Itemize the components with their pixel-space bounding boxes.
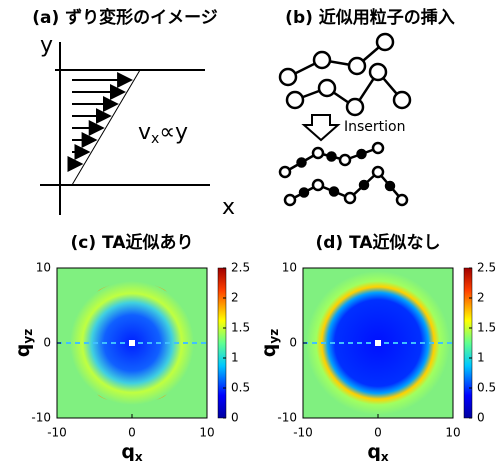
particle (313, 148, 323, 158)
formula: vx∝y (138, 120, 188, 147)
x-axis-label: qx (121, 441, 143, 461)
axis-label: x (222, 195, 235, 220)
x-tick-label: 0 (374, 426, 382, 440)
label-sub: x (381, 450, 389, 461)
panel-title: (b) 近似用粒子の挿入 (285, 7, 455, 28)
particle (349, 58, 365, 74)
label-base: q (367, 441, 381, 461)
particle (319, 80, 335, 96)
heatmap-feature (129, 340, 135, 346)
colorbar-tick-label: 2.5 (231, 261, 250, 275)
particle (373, 167, 383, 177)
down-arrow (304, 115, 338, 140)
particle (314, 52, 330, 68)
inserted-particle (300, 189, 308, 197)
panel-title: (a) ずり変形のイメージ (32, 7, 218, 28)
colorbar-tick-label: 0 (477, 411, 485, 425)
inserted-particle (330, 188, 338, 196)
y-tick-label: 10 (36, 261, 51, 275)
y-tick-label: -10 (277, 411, 297, 425)
particle (345, 193, 355, 203)
particle (394, 92, 410, 108)
particle (280, 69, 296, 85)
inserted-particle (298, 159, 306, 167)
colorbar (464, 268, 472, 418)
colorbar-tick-label: 1 (231, 351, 239, 365)
colorbar-tick-label: 1 (477, 351, 485, 365)
x-tick-label: -10 (293, 426, 313, 440)
colorbar-tick-label: 2 (231, 291, 239, 305)
label-base: q (12, 344, 34, 358)
arrow-label: Insertion (344, 119, 405, 135)
colorbar-tick-label: 2.5 (477, 261, 496, 275)
label-base: q (121, 441, 135, 461)
label-sub: yz (267, 329, 281, 344)
particle (313, 180, 323, 190)
y-tick-label: 0 (289, 336, 297, 350)
inserted-particle (358, 150, 366, 158)
colorbar (218, 268, 226, 418)
label-base: q (258, 344, 280, 358)
x-tick-label: 10 (199, 426, 214, 440)
colorbar-tick-label: 0 (231, 411, 239, 425)
label-sub: x (135, 450, 143, 461)
inserted-particle (328, 153, 336, 161)
x-tick-label: 0 (128, 426, 136, 440)
particle (347, 99, 363, 115)
x-axis-label: qx (367, 441, 389, 461)
particle (397, 195, 407, 205)
velocity-arrows (72, 80, 131, 164)
colorbar-tick-label: 2 (477, 291, 485, 305)
particle (287, 92, 303, 108)
colorbar-tick-label: 0.5 (231, 381, 250, 395)
panel-title: (d) TA近似なし (315, 232, 440, 253)
y-axis-label: qyz (258, 329, 281, 357)
x-tick-label: -10 (47, 426, 67, 440)
figure: (a) ずり変形のイメージ y x vx∝y (b) 近似用粒子の挿入 Inse… (0, 0, 497, 461)
axis-label: y (40, 33, 53, 58)
y-tick-label: -10 (31, 411, 51, 425)
particle (285, 195, 295, 205)
colorbar-tick-label: 0.5 (477, 381, 496, 395)
inserted-particle (386, 182, 394, 190)
y-tick-label: 0 (43, 336, 51, 350)
heatmap-feature (375, 340, 381, 346)
x-tick-label: 10 (445, 426, 460, 440)
colorbar-tick-label: 1.5 (477, 321, 496, 335)
y-tick-label: 10 (282, 261, 297, 275)
particle (340, 155, 350, 165)
particle (280, 167, 290, 177)
particle (370, 64, 386, 80)
colorbar-tick-label: 1.5 (231, 321, 250, 335)
panel-title: (c) TA近似あり (71, 232, 194, 253)
y-axis-label: qyz (12, 329, 35, 357)
particle (373, 143, 383, 153)
inserted-particle (360, 181, 368, 189)
label-sub: yz (21, 329, 35, 344)
particle (377, 34, 393, 50)
